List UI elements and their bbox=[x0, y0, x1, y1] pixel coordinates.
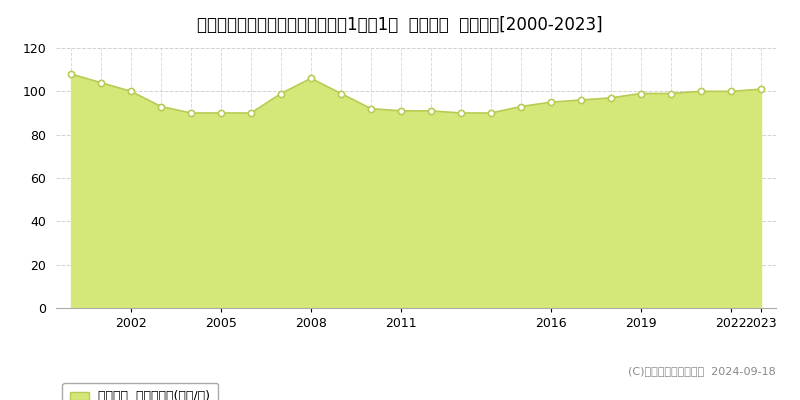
Text: 神奈川県横浜市青葉区つつじが丘1５番1５  公示地価  地価推移[2000-2023]: 神奈川県横浜市青葉区つつじが丘1５番1５ 公示地価 地価推移[2000-2023… bbox=[197, 16, 603, 34]
Text: (C)土地価格ドットコム  2024-09-18: (C)土地価格ドットコム 2024-09-18 bbox=[628, 366, 776, 376]
Legend: 公示地価  平均嵪単価(万円/嵪): 公示地価 平均嵪単価(万円/嵪) bbox=[62, 383, 218, 400]
